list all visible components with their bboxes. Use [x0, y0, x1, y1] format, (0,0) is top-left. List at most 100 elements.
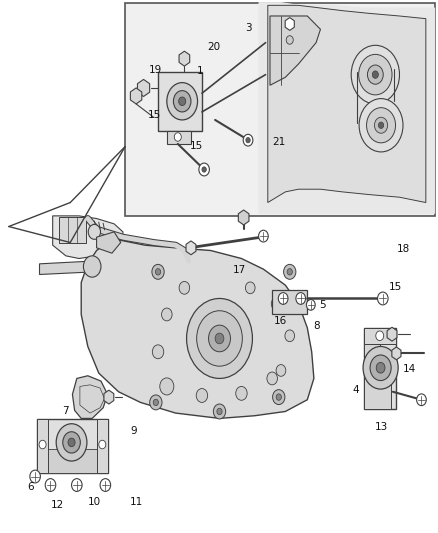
Text: 3: 3: [244, 23, 251, 33]
Circle shape: [213, 404, 225, 419]
Polygon shape: [386, 327, 396, 341]
Circle shape: [39, 440, 46, 449]
Text: 5: 5: [318, 300, 325, 310]
Circle shape: [243, 134, 252, 146]
Polygon shape: [158, 72, 201, 131]
Polygon shape: [104, 390, 113, 404]
Circle shape: [286, 36, 293, 44]
Circle shape: [272, 390, 284, 405]
Circle shape: [201, 167, 206, 172]
Circle shape: [99, 440, 106, 449]
Circle shape: [358, 99, 402, 152]
Circle shape: [45, 479, 56, 491]
Text: 14: 14: [402, 364, 415, 374]
Polygon shape: [53, 216, 123, 259]
Text: 21: 21: [272, 138, 285, 147]
Polygon shape: [166, 131, 191, 144]
Circle shape: [283, 264, 295, 279]
Text: 11: 11: [129, 497, 142, 507]
Circle shape: [161, 308, 172, 321]
Polygon shape: [258, 3, 434, 213]
Polygon shape: [59, 217, 85, 243]
Circle shape: [63, 432, 80, 453]
Circle shape: [216, 408, 222, 415]
Circle shape: [306, 300, 314, 310]
Polygon shape: [37, 449, 107, 473]
Polygon shape: [39, 261, 94, 274]
Polygon shape: [364, 344, 390, 409]
Circle shape: [56, 424, 87, 461]
Circle shape: [350, 45, 399, 104]
Circle shape: [366, 108, 395, 143]
Polygon shape: [130, 88, 141, 104]
Circle shape: [179, 281, 189, 294]
Circle shape: [100, 479, 110, 491]
Circle shape: [149, 395, 162, 410]
Circle shape: [88, 224, 100, 239]
Circle shape: [155, 269, 160, 275]
Text: 20: 20: [207, 42, 220, 52]
Polygon shape: [186, 241, 195, 255]
Circle shape: [378, 122, 383, 128]
Circle shape: [196, 311, 242, 366]
Polygon shape: [391, 347, 400, 360]
Circle shape: [174, 133, 181, 141]
Circle shape: [278, 293, 287, 304]
Circle shape: [68, 438, 75, 447]
Circle shape: [258, 230, 268, 242]
Text: 10: 10: [88, 497, 101, 507]
Circle shape: [245, 282, 254, 294]
Circle shape: [198, 163, 209, 176]
Text: 6: 6: [27, 482, 34, 492]
Text: 13: 13: [374, 423, 388, 432]
Circle shape: [152, 264, 164, 279]
Circle shape: [208, 325, 230, 352]
Text: 19: 19: [149, 66, 162, 75]
Circle shape: [367, 65, 382, 84]
Text: 18: 18: [396, 245, 410, 254]
Bar: [125, 3, 434, 216]
Circle shape: [377, 292, 387, 305]
Polygon shape: [37, 419, 107, 473]
Text: 15: 15: [190, 141, 203, 151]
Text: 17: 17: [232, 265, 245, 274]
Circle shape: [245, 138, 250, 143]
Polygon shape: [285, 18, 293, 30]
Text: 1: 1: [196, 66, 203, 76]
Circle shape: [295, 293, 305, 304]
Circle shape: [371, 71, 378, 78]
Circle shape: [276, 365, 285, 376]
Polygon shape: [364, 328, 396, 344]
Text: 9: 9: [130, 426, 137, 435]
Circle shape: [369, 355, 390, 381]
Circle shape: [215, 333, 223, 344]
Circle shape: [178, 97, 185, 106]
Circle shape: [153, 399, 158, 406]
Circle shape: [266, 372, 277, 385]
Circle shape: [286, 269, 292, 275]
Polygon shape: [96, 232, 120, 253]
Circle shape: [186, 298, 252, 378]
Circle shape: [276, 394, 281, 400]
Circle shape: [30, 470, 40, 483]
Text: 7: 7: [61, 407, 68, 416]
Polygon shape: [179, 51, 189, 66]
Circle shape: [284, 330, 294, 342]
Circle shape: [196, 389, 207, 402]
Text: 12: 12: [50, 500, 64, 510]
Text: 15: 15: [388, 282, 401, 292]
Circle shape: [375, 331, 383, 341]
Polygon shape: [96, 419, 107, 473]
Circle shape: [374, 117, 387, 133]
Polygon shape: [72, 376, 107, 418]
Polygon shape: [272, 290, 307, 314]
Polygon shape: [137, 79, 149, 96]
Circle shape: [416, 394, 425, 406]
Circle shape: [358, 54, 391, 95]
Text: 4: 4: [351, 385, 358, 395]
Circle shape: [159, 378, 173, 395]
Circle shape: [166, 83, 197, 120]
Circle shape: [375, 362, 384, 373]
Circle shape: [362, 346, 397, 389]
Circle shape: [71, 479, 82, 491]
